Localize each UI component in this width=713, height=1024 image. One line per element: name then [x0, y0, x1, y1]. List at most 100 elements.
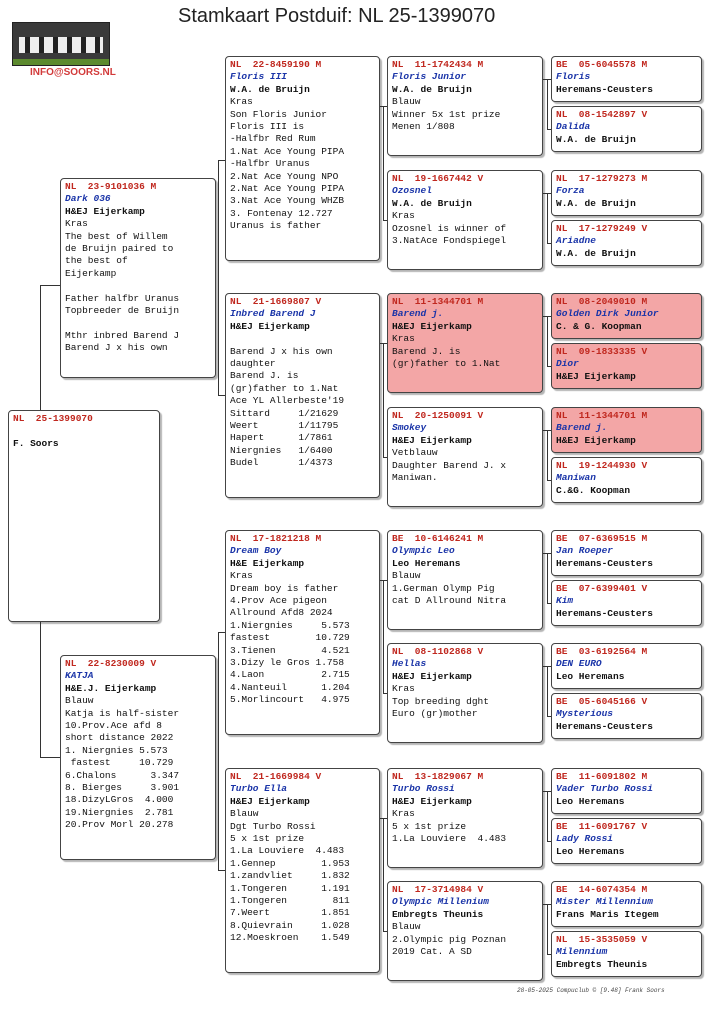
info-line: 5 x 1st prize: [230, 833, 305, 845]
breeder-name: H&EJ Eijerkamp: [392, 670, 472, 682]
pedigree-card-ss[interactable]: NL 22-8459190 M Floris III W.A. de Bruijn K…: [225, 56, 380, 261]
pigeon-name: DEN EURO: [556, 658, 602, 670]
connector-line: [547, 243, 551, 244]
info-line: [65, 317, 211, 329]
connector-line: [380, 818, 387, 819]
connector-line: [547, 841, 551, 842]
pedigree-card-g1[interactable]: BE 05-6045578 M Floris Heremans-Ceusters: [551, 56, 702, 102]
info-line: Kras: [230, 96, 253, 108]
connector-line: [543, 316, 551, 317]
info-line: 1.La Louviere 4.483: [230, 845, 345, 857]
breeder-name: C. & G. Koopman: [556, 320, 642, 332]
pigeon-name: KATJA: [65, 670, 94, 682]
info-line: 10.Prov.Ace afd 8: [65, 720, 162, 732]
breeder-name: Heremans-Ceusters: [556, 557, 653, 569]
pedigree-card-dam[interactable]: NL 22-8230009 V KATJA H&E.J. Eijerkamp Blau…: [60, 655, 216, 860]
info-line: 1.Niergnies 5.573: [230, 619, 350, 631]
pedigree-card-dsd[interactable]: NL 08-1102868 V Hellas H&EJ Eijerkamp Kras T…: [387, 643, 543, 743]
pedigree-card-ddd[interactable]: NL 17-3714984 V Olympic Millenium Embregts…: [387, 881, 543, 981]
info-line: Hapert 1/7861: [230, 432, 333, 444]
ring-number: NL 23-9101036 M: [65, 181, 157, 192]
pigeon-name: Ozosnel: [392, 185, 432, 197]
pedigree-card-g7[interactable]: NL 11-1344701 M Barend j. H&EJ Eijerkamp: [551, 407, 702, 453]
pedigree-card-subject[interactable]: NL 25-1399070 F. Soors: [8, 410, 160, 622]
info-line: 1. Niergnies 5.573: [65, 744, 168, 756]
info-line: 4.Nanteuil 1.204: [230, 681, 350, 693]
info-line: 1.Gennep 1.953: [230, 857, 350, 869]
ring-number: NL 21-1669807 V: [230, 296, 322, 307]
pedigree-card-g13[interactable]: BE 11-6091802 M Vader Turbo Rossi Leo Here…: [551, 768, 702, 814]
info-line: Barend J x his own: [230, 345, 333, 357]
pedigree-card-g5[interactable]: NL 08-2049010 M Golden Dirk Junior C. & G.…: [551, 293, 702, 339]
info-line: [65, 280, 211, 292]
pedigree-card-ds[interactable]: NL 17-1821218 M Dream Boy H&E Eijerkamp Kra…: [225, 530, 380, 735]
breeder-name: Frans Maris Itegem: [556, 908, 659, 920]
pedigree-card-g16[interactable]: NL 15-3535059 V Milennium Embregts Theunis: [551, 931, 702, 977]
info-line: 19.Niergnies 2.781: [65, 806, 174, 818]
info-line: The best of Willem: [65, 230, 168, 242]
pedigree-card-dds[interactable]: NL 13-1829067 M Turbo Rossi H&EJ Eijerkamp…: [387, 768, 543, 868]
pigeon-name: Forza: [556, 185, 585, 197]
pigeon-name: Dior: [556, 358, 579, 370]
ring-number: NL 11-1742434 M: [392, 59, 484, 70]
info-line: Katja is half-sister: [65, 707, 180, 719]
info-line: 1.Tongeren 811: [230, 895, 350, 907]
info-line: Dream boy is father: [230, 582, 339, 594]
pedigree-card-g12[interactable]: BE 05-6045166 V Mysterious Heremans-Ceuste…: [551, 693, 702, 739]
pedigree-card-g11[interactable]: BE 03-6192564 M DEN EURO Leo Heremans: [551, 643, 702, 689]
pigeon-name: Mister Millennium: [556, 896, 653, 908]
info-line: (gr)father to 1.Nat: [230, 382, 339, 394]
connector-line: [543, 553, 551, 554]
pedigree-card-g6[interactable]: NL 09-1833335 V Dior H&EJ Eijerkamp: [551, 343, 702, 389]
pedigree-card-sd[interactable]: NL 21-1669807 V Inbred Barend J H&EJ Eijer…: [225, 293, 380, 498]
info-line: 1.zandvliet 1.832: [230, 870, 350, 882]
ring-number: BE 14-6074354 M: [556, 884, 648, 895]
pedigree-card-g3[interactable]: NL 17-1279273 M Forza W.A. de Bruijn: [551, 170, 702, 216]
pedigree-card-g2[interactable]: NL 08-1542897 V Dalida W.A. de Bruijn: [551, 106, 702, 152]
info-line: Barend J x his own: [65, 342, 168, 354]
pedigree-card-sds[interactable]: NL 11-1344701 M Barend j. H&EJ Eijerkamp Kr…: [387, 293, 543, 393]
breeder-name: Leo Heremans: [556, 795, 625, 807]
ring-number: BE 07-6369515 M: [556, 533, 648, 544]
info-line: Barend J. is: [230, 370, 299, 382]
email-link[interactable]: INFO@SOORS.NL: [30, 67, 116, 78]
pedigree-card-dss[interactable]: BE 10-6146241 M Olympic Leo Leo Heremans Bl…: [387, 530, 543, 630]
pedigree-card-g9[interactable]: BE 07-6369515 M Jan Roeper Heremans-Ceuste…: [551, 530, 702, 576]
connector-line: [543, 79, 551, 80]
ring-number: NL 17-3714984 V: [392, 884, 484, 895]
info-line: short distance 2022: [65, 732, 174, 744]
info-line: Topbreeder de Bruijn: [65, 305, 180, 317]
pedigree-card-g8[interactable]: NL 19-1244930 V Maniwan C.&G. Koopman: [551, 457, 702, 503]
pigeon-name: Golden Dirk Junior: [556, 308, 659, 320]
pedigree-card-dd[interactable]: NL 21-1669984 V Turbo Ella H&EJ Eijerkamp B…: [225, 768, 380, 973]
breeder-name: H&EJ Eijerkamp: [65, 205, 145, 217]
pedigree-card-g15[interactable]: BE 14-6074354 M Mister Millennium Frans Ma…: [551, 881, 702, 927]
info-line: -Halfbr Uranus: [230, 158, 310, 170]
pedigree-card-g10[interactable]: BE 07-6399401 V Kim Heremans-Ceusters: [551, 580, 702, 626]
pigeon-name: Turbo Ella: [230, 783, 288, 795]
connector-line: [383, 457, 387, 458]
breeder-name: H&EJ Eijerkamp: [392, 795, 472, 807]
pigeon-name: Barend j.: [556, 422, 608, 434]
ring-number: NL 15-3535059 V: [556, 934, 648, 945]
info-line: Vetblauw: [392, 447, 438, 459]
breeder-name: W.A. de Bruijn: [556, 133, 636, 145]
pedigree-card-g14[interactable]: BE 11-6091767 V Lady Rossi Leo Heremans: [551, 818, 702, 864]
pedigree-card-ssd[interactable]: NL 19-1667442 V Ozosnel W.A. de Bruijn Kras…: [387, 170, 543, 270]
pedigree-card-g4[interactable]: NL 17-1279249 V Ariadne W.A. de Bruijn: [551, 220, 702, 266]
breeder-name: H&EJ Eijerkamp: [230, 320, 310, 332]
pedigree-card-sss[interactable]: NL 11-1742434 M Floris Junior W.A. de Brui…: [387, 56, 543, 156]
pigeon-name: Turbo Rossi: [392, 783, 455, 795]
connector-line: [547, 666, 548, 716]
pigeon-name: Olympic Leo: [392, 545, 455, 557]
connector-line: [547, 366, 551, 367]
info-line: 5 x 1st prize: [392, 820, 467, 832]
breeder-name: Leo Heremans: [556, 845, 625, 857]
connector-line: [40, 285, 41, 410]
pedigree-card-sdd[interactable]: NL 20-1250091 V Smokey H&EJ Eijerkamp Vetbl…: [387, 407, 543, 507]
pedigree-card-sire[interactable]: NL 23-9101036 M Dark 036 H&EJ Eijerkamp Kra…: [60, 178, 216, 378]
page-title: Stamkaart Postduif: NL 25-1399070: [178, 5, 496, 27]
breeder-name: Heremans-Ceusters: [556, 607, 653, 619]
ring-number: BE 03-6192564 M: [556, 646, 648, 657]
ring-number: NL 22-8230009 V: [65, 658, 157, 669]
